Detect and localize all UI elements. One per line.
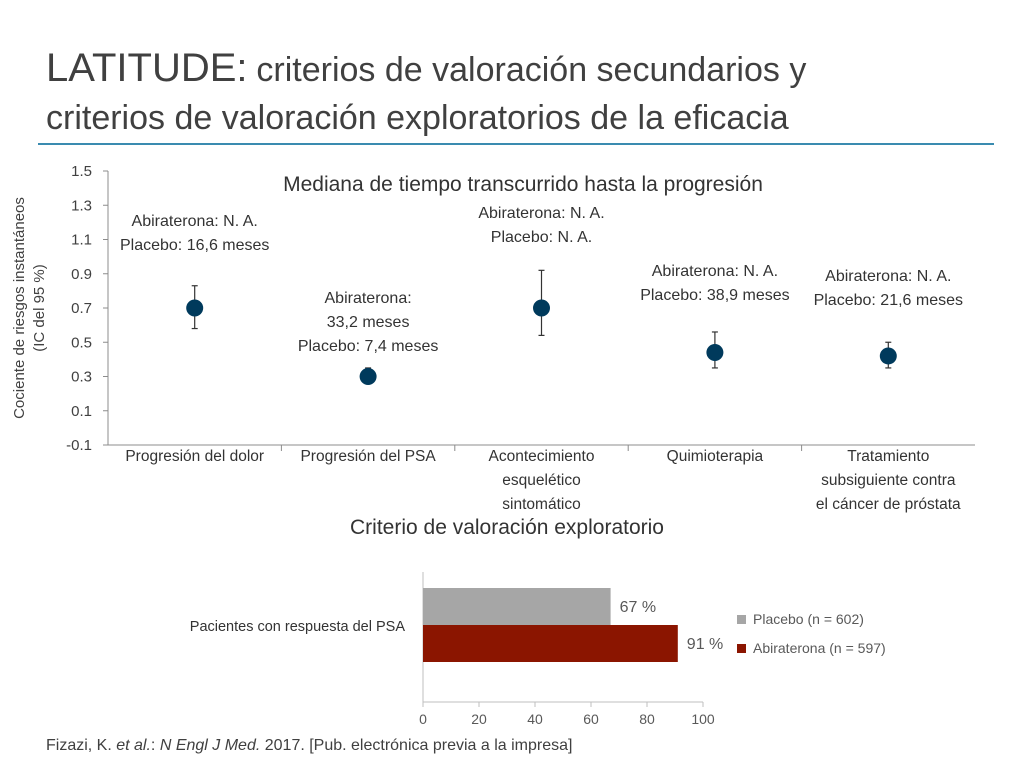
chart2-category-label: Pacientes con respuesta del PSA — [190, 619, 406, 635]
slide-title: LATITUDE: criterios de valoración secund… — [46, 44, 806, 142]
chart1-y-tick-label: 0.1 — [71, 403, 92, 420]
chart1-x-tick-label: esquelético — [502, 472, 580, 489]
chart1-annotation: Placebo: 21,6 meses — [814, 292, 963, 309]
chart1-annotation: 33,2 meses — [327, 314, 410, 331]
chart1-annotation: Placebo: 38,9 meses — [640, 287, 789, 304]
title-trial-name: LATITUDE: — [46, 46, 248, 90]
chart2-x-tick-label: 100 — [691, 711, 715, 727]
chart2-bar — [423, 625, 678, 662]
chart1-x-tick-label: Acontecimiento — [489, 448, 595, 465]
chart2-x-tick-label: 40 — [527, 711, 543, 727]
chart1-annotation: Abiraterona: — [325, 290, 412, 307]
chart1-annotation: Abiraterona: N. A. — [132, 213, 258, 230]
chart2-x-tick-label: 0 — [419, 711, 427, 727]
chart1-point — [359, 368, 377, 385]
chart1-y-tick-label: 1.1 — [71, 232, 92, 249]
title-line2: criterios de valoración exploratorios de… — [46, 99, 789, 137]
chart1-x-tick-label: Tratamiento — [847, 448, 929, 465]
chart1-y-tick-label: 1.3 — [71, 197, 92, 214]
chart2-data-label: 91 % — [687, 636, 723, 653]
chart1-x-tick-label: sintomático — [502, 496, 580, 513]
chart1-x-tick-label: Quimioterapia — [667, 448, 764, 465]
title-line1-rest: criterios de valoración secundarios y — [256, 51, 807, 89]
chart2-x-tick-label: 80 — [639, 711, 655, 727]
chart1-title: Mediana de tiempo transcurrido hasta la … — [283, 173, 763, 196]
chart1-annotation: Abiraterona: N. A. — [825, 268, 951, 285]
title-divider — [38, 143, 994, 145]
chart2-legend-swatch — [737, 644, 746, 653]
chart2-legend-label: Abiraterona (n = 597) — [753, 640, 886, 656]
chart1-y-tick-label: 0.7 — [71, 300, 92, 317]
reference-author: Fizazi, K. — [46, 737, 117, 754]
chart1-y-label-line2: (IC del 95 %) — [31, 264, 48, 352]
reference-colon: : — [150, 737, 160, 754]
chart2-legend-swatch — [737, 615, 746, 624]
reference-etal: et al. — [116, 737, 151, 754]
chart1-y-tick-label: 0.9 — [71, 266, 92, 283]
reference-journal: N Engl J Med. — [159, 737, 261, 754]
chart1-y-label-line1: Cociente de riesgos instantáneos — [11, 197, 28, 419]
chart1-y-tick-label: 0.5 — [71, 334, 92, 351]
chart1-y-tick-label: 0.3 — [71, 369, 92, 386]
chart1-x-tick-label: Progresión del PSA — [300, 448, 436, 465]
reference-citation: Fizazi, K. et al.: N Engl J Med. 2017. [… — [46, 737, 572, 755]
chart1-annotation: Abiraterona: N. A. — [478, 205, 604, 222]
chart1-y-tick-label: 1.5 — [71, 163, 92, 180]
chart2-data-label: 67 % — [620, 599, 656, 616]
chart1-x-tick-label: Progresión del dolor — [125, 448, 264, 465]
chart1-y-tick-label: -0.1 — [66, 437, 92, 454]
chart1-point — [706, 344, 724, 362]
chart1-annotation: Placebo: 7,4 meses — [298, 338, 439, 355]
chart2-x-tick-label: 20 — [471, 711, 487, 727]
chart1-annotation: Placebo: N. A. — [491, 229, 592, 246]
chart1-x-tick-label: el cáncer de próstata — [816, 496, 961, 513]
chart2-title: Criterio de valoración exploratorio — [350, 516, 664, 539]
chart2-legend-label: Placebo (n = 602) — [753, 611, 864, 627]
reference-year: 2017. [Pub. electrónica previa a la impr… — [260, 737, 573, 754]
chart1-point — [186, 299, 204, 317]
chart1-point — [879, 347, 897, 365]
chart2-x-tick-label: 60 — [583, 711, 599, 727]
chart1-annotation: Placebo: 16,6 meses — [120, 237, 269, 254]
chart1-point — [533, 299, 550, 317]
chart2-bar — [423, 588, 611, 625]
chart1-x-tick-label: subsiguiente contra — [821, 472, 956, 489]
chart1-annotation: Abiraterona: N. A. — [652, 263, 778, 280]
